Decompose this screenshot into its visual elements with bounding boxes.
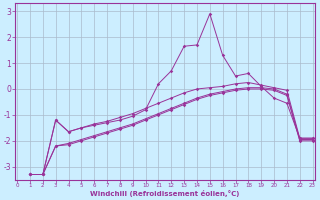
X-axis label: Windchill (Refroidissement éolien,°C): Windchill (Refroidissement éolien,°C) xyxy=(90,190,240,197)
